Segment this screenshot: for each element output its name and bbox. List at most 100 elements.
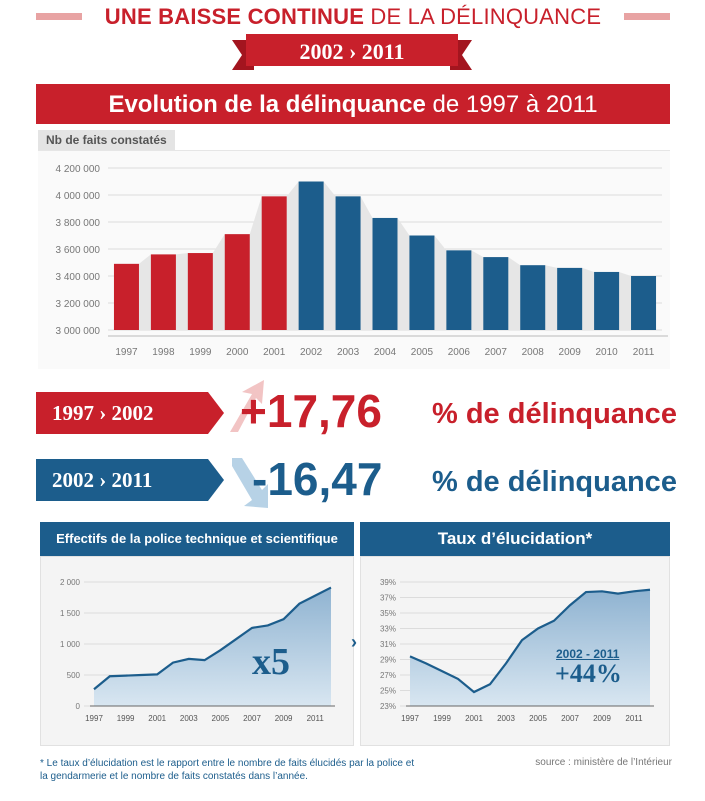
y-tick-label: 3 600 000 xyxy=(56,245,101,256)
decrease-value: -16,47 xyxy=(252,453,383,505)
page-title: UNE BAISSE CONTINUE DE LA DÉLINQUANCE xyxy=(88,4,618,30)
x-tick-label: 2011 xyxy=(307,714,325,723)
police-area-chart: 0 500 1 000 1 500 2 000 1997 1999 2001 2003 2005 2… xyxy=(60,578,335,723)
area-line xyxy=(93,586,332,691)
header-rule-right xyxy=(624,13,670,20)
x-tick-label: 2002 xyxy=(300,347,323,358)
y-tick-label: 37% xyxy=(380,594,396,603)
bar-2004 xyxy=(372,217,398,330)
x-tick-label: 2004 xyxy=(374,347,397,358)
x-tick-label: 2009 xyxy=(275,714,293,723)
bar-2009 xyxy=(557,267,583,330)
y-tick-label: 1 000 xyxy=(60,640,81,649)
x-tick-label: 2009 xyxy=(559,347,582,358)
bar-2001 xyxy=(261,196,287,330)
main-title-light: de 1997 à 2011 xyxy=(425,91,598,118)
footnote: * Le taux d’élucidation est le rapport e… xyxy=(40,758,415,782)
bar-2010 xyxy=(594,271,620,330)
decrease-caption: % de délinquance xyxy=(432,466,677,498)
x-tick-label: 1998 xyxy=(152,347,175,358)
bar-2006 xyxy=(446,250,472,330)
clearance-area-chart: 23% 25% 27% 29% 31% 33% 35% 37% 39% 1997 1999 2001 2… xyxy=(380,578,654,723)
y-tick-label: 3 800 000 xyxy=(56,218,101,229)
x-tick-label: 2003 xyxy=(497,714,515,723)
bar-2008 xyxy=(520,265,546,330)
y-tick-label: 3 200 000 xyxy=(56,299,101,310)
bar-2002 xyxy=(298,181,324,330)
range-label-1: 1997 › 2002 xyxy=(36,392,216,434)
source-credit: source : ministère de l’Intérieur xyxy=(535,757,672,768)
x-tick-label: 2010 xyxy=(595,347,618,358)
up-arrow-icon xyxy=(230,380,264,432)
page-title-bold: UNE BAISSE CONTINUE xyxy=(104,4,365,29)
x-tick-label: 1997 xyxy=(401,714,419,723)
panel-separator-arrow: › xyxy=(351,632,357,652)
y-tick-label: 27% xyxy=(380,671,396,680)
x-tick-label: 1999 xyxy=(189,347,212,358)
main-title-bold: Evolution de la délinquance xyxy=(108,91,426,118)
y-tick-label: 29% xyxy=(380,656,396,665)
range-label-1-text: 1997 › 2002 xyxy=(52,401,154,425)
x-tick-label: 2005 xyxy=(529,714,547,723)
x-tick-label: 2009 xyxy=(593,714,611,723)
x-tick-label: 2007 xyxy=(485,347,508,358)
x-tick-label: 2011 xyxy=(625,714,643,723)
x-tick-label: 2007 xyxy=(561,714,579,723)
y-tick-label: 33% xyxy=(380,625,396,634)
y-tick-label: 4 000 000 xyxy=(56,191,101,202)
main-title: Evolution de la délinquance de 1997 à 20… xyxy=(36,84,670,126)
down-arrow-icon xyxy=(232,458,268,508)
range-arrow-1 xyxy=(36,392,224,434)
x-tick-label: 2006 xyxy=(448,347,471,358)
main-chart-ylabel: Nb de faits constatés xyxy=(38,130,175,150)
y-tick-label: 3 000 000 xyxy=(56,326,101,337)
range-label-2-text: 2002 › 2011 xyxy=(52,468,153,492)
x-tick-label: 2003 xyxy=(180,714,198,723)
y-tick-label: 1 500 xyxy=(60,609,81,618)
y-tick-label: 500 xyxy=(67,671,81,680)
main-title-band xyxy=(36,84,670,124)
x-tick-label: 1999 xyxy=(433,714,451,723)
bar-1998 xyxy=(150,254,176,330)
clearance-panel-title: Taux d’élucidation* xyxy=(360,522,670,556)
bar-2003 xyxy=(335,196,361,330)
x-tick-label: 2000 xyxy=(226,347,249,358)
bar-2000 xyxy=(224,234,250,330)
x-tick-label: 2008 xyxy=(522,347,545,358)
y-tick-label: 25% xyxy=(380,687,396,696)
area-fill xyxy=(94,587,331,706)
x-tick-label: 1999 xyxy=(117,714,135,723)
bar-2007 xyxy=(483,257,509,330)
increase-value: +17,76 xyxy=(240,385,382,437)
bar-1997 xyxy=(113,263,139,330)
y-tick-label: 35% xyxy=(380,609,396,618)
x-tick-label: 2001 xyxy=(263,347,286,358)
bar-1999 xyxy=(187,253,213,330)
range-arrow-2 xyxy=(36,459,224,501)
header-ribbon xyxy=(232,34,472,70)
header-range: 2002 › 2011 xyxy=(299,39,405,64)
y-tick-label: 31% xyxy=(380,640,396,649)
police-panel-title: Effectifs de la police technique et scie… xyxy=(40,522,354,556)
range-label-2: 2002 › 2011 xyxy=(36,459,216,501)
header-rule-left xyxy=(36,13,82,20)
x-tick-label: 1997 xyxy=(115,347,138,358)
area-line xyxy=(409,588,651,694)
increase-caption: % de délinquance xyxy=(432,398,677,430)
y-tick-label: 39% xyxy=(380,578,396,587)
x-tick-label: 2001 xyxy=(148,714,166,723)
x-tick-label: 2011 xyxy=(633,347,655,358)
y-tick-label: 2 000 xyxy=(60,578,81,587)
page-title-light: DE LA DÉLINQUANCE xyxy=(364,4,602,29)
x-tick-label: 2007 xyxy=(243,714,261,723)
x-tick-label: 2001 xyxy=(465,714,483,723)
area-fill xyxy=(410,589,650,706)
police-growth-badge: x5 xyxy=(252,641,290,683)
y-tick-label: 3 400 000 xyxy=(56,272,101,283)
clearance-badge-value: +44% xyxy=(555,659,622,688)
bar-2005 xyxy=(409,235,435,330)
x-tick-label: 1997 xyxy=(85,714,103,723)
x-tick-label: 2005 xyxy=(212,714,230,723)
x-tick-label: 2003 xyxy=(337,347,360,358)
x-tick-label: 2005 xyxy=(411,347,434,358)
